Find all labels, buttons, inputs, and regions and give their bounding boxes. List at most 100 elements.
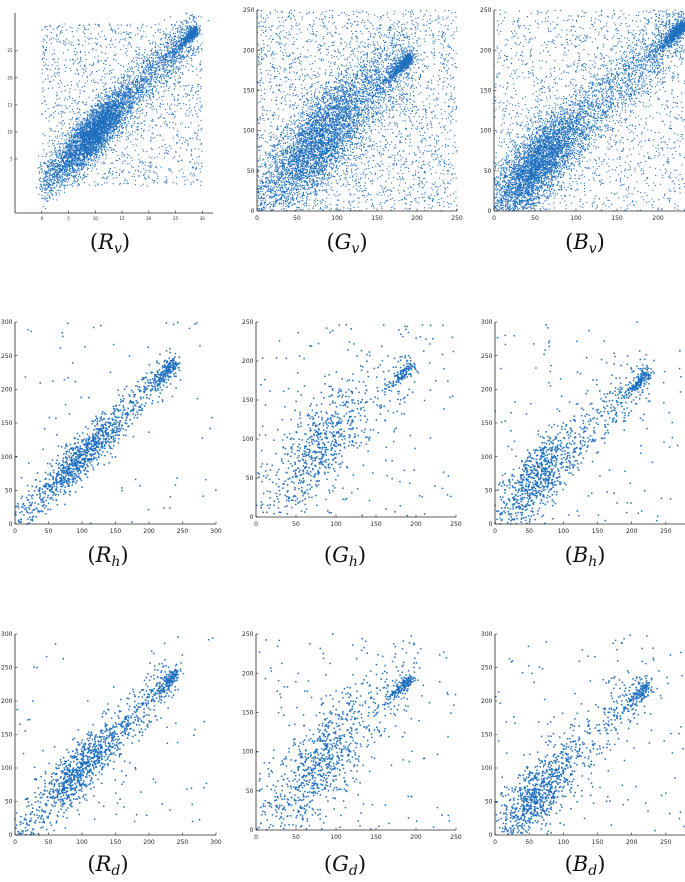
data-point — [64, 44, 66, 46]
data-point — [174, 123, 177, 125]
data-point — [89, 145, 91, 147]
data-point — [175, 43, 177, 45]
data-point — [58, 72, 61, 74]
data-point — [40, 165, 42, 167]
data-point — [72, 128, 75, 130]
data-point — [151, 106, 153, 108]
data-point — [86, 136, 88, 138]
data-point — [98, 147, 100, 149]
data-point — [138, 97, 140, 99]
data-point — [207, 20, 209, 22]
data-point — [163, 54, 165, 57]
data-point — [91, 71, 93, 73]
data-point — [74, 130, 76, 132]
data-point — [105, 123, 107, 125]
data-point — [67, 130, 69, 132]
data-point — [81, 125, 83, 127]
data-point — [174, 104, 176, 106]
data-point — [78, 116, 80, 118]
data-point — [166, 112, 168, 114]
data-point — [117, 103, 120, 105]
data-point — [105, 98, 107, 100]
data-point — [75, 161, 78, 163]
data-point — [112, 31, 114, 33]
data-point — [140, 77, 142, 79]
data-point — [46, 197, 48, 199]
data-point — [69, 59, 71, 61]
data-point — [62, 152, 64, 154]
data-point — [93, 79, 95, 81]
data-point — [93, 149, 96, 151]
data-point — [75, 142, 78, 144]
data-point — [135, 56, 137, 58]
data-point — [87, 167, 89, 169]
data-point — [76, 103, 78, 105]
data-point — [47, 64, 49, 66]
data-point — [66, 167, 68, 170]
data-point — [158, 146, 160, 149]
data-point — [158, 54, 160, 56]
data-point — [105, 106, 107, 108]
data-point — [115, 59, 117, 61]
data-point — [99, 101, 101, 103]
data-point — [71, 119, 73, 121]
data-point — [129, 96, 131, 98]
data-point — [127, 83, 129, 85]
data-point — [99, 44, 101, 46]
data-point — [46, 184, 48, 186]
data-point — [66, 145, 68, 148]
data-point — [92, 159, 94, 161]
data-point — [41, 189, 44, 191]
data-point — [141, 91, 144, 93]
data-point — [179, 62, 181, 64]
data-point — [97, 152, 99, 154]
data-point — [122, 122, 124, 124]
data-point — [198, 27, 201, 29]
data-point — [62, 147, 65, 149]
data-point — [76, 170, 78, 172]
data-point — [81, 154, 83, 157]
data-point — [115, 134, 117, 136]
data-point — [42, 45, 44, 47]
data-point — [141, 78, 143, 80]
data-point — [149, 75, 151, 77]
data-point — [118, 90, 120, 92]
data-point — [77, 73, 79, 75]
data-point — [75, 161, 77, 163]
data-point — [200, 87, 202, 89]
data-point — [177, 98, 179, 100]
data-point — [70, 161, 72, 163]
points — [35, 12, 209, 210]
data-point — [55, 38, 57, 40]
data-point — [84, 145, 86, 147]
data-point — [129, 75, 131, 77]
data-point — [69, 173, 71, 175]
data-point — [181, 64, 183, 66]
data-point — [184, 29, 186, 31]
data-point — [144, 72, 146, 74]
data-point — [71, 152, 73, 154]
data-point — [176, 134, 178, 136]
data-point — [94, 23, 96, 25]
data-point — [90, 115, 92, 117]
data-point — [114, 55, 116, 57]
data-point — [79, 176, 81, 178]
data-point — [84, 165, 86, 168]
data-point — [107, 107, 109, 109]
data-point — [193, 18, 195, 20]
data-point — [93, 143, 95, 145]
data-point — [82, 158, 84, 160]
data-point — [101, 108, 103, 110]
data-point — [56, 153, 58, 155]
data-point — [174, 51, 176, 53]
data-point — [149, 83, 151, 85]
data-point — [136, 98, 138, 100]
data-point — [166, 53, 168, 55]
data-point — [132, 111, 134, 113]
data-point — [101, 131, 103, 133]
data-point — [147, 165, 149, 167]
data-point — [129, 97, 131, 99]
data-point — [133, 84, 135, 86]
data-point — [151, 109, 153, 111]
data-point — [56, 181, 58, 184]
